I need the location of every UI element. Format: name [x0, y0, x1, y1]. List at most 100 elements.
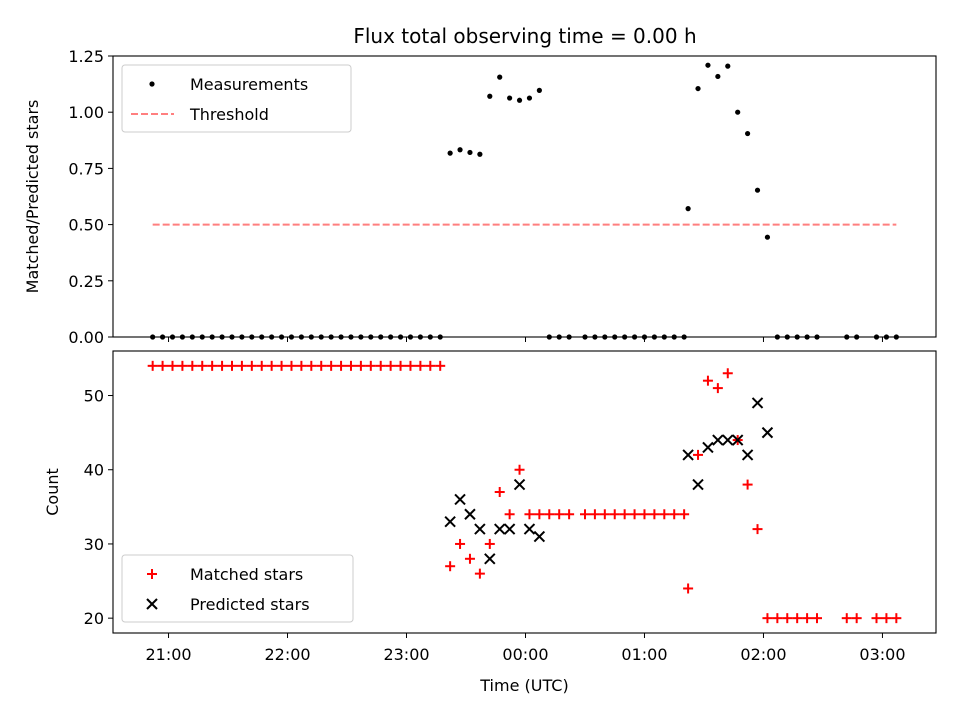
matched-star-point — [599, 509, 610, 520]
matched-star-point — [871, 613, 882, 624]
matched-star-point — [286, 360, 297, 371]
predicted-star-point — [494, 523, 506, 535]
bottom-panel: 20 30 40 50 21:00 22:00 23:00 00:00 01:00 02:00 03… — [43, 350, 937, 695]
measurement-point — [487, 93, 493, 99]
measurement-point — [467, 149, 473, 156]
top-y-tick-label: 0.50 — [68, 216, 104, 235]
x-tick-label: 01:00 — [621, 645, 667, 664]
matched-star-point — [455, 538, 466, 549]
top-legend-box — [121, 64, 352, 133]
matched-star-point — [802, 613, 813, 624]
matched-star-point — [742, 479, 753, 490]
bottom-data-layer — [147, 360, 902, 624]
predicted-star-point — [692, 478, 704, 491]
matched-star-point — [772, 613, 783, 624]
matched-star-point — [649, 509, 660, 520]
matched-star-point — [564, 509, 575, 520]
predicted-star-point — [712, 434, 724, 446]
measurement-point — [497, 74, 503, 80]
matched-star-point — [326, 360, 337, 371]
bottom-ticks: 20 30 40 50 21:00 22:00 23:00 00:00 01:00 02:00 03… — [84, 387, 906, 664]
legend-predicted-marker — [146, 598, 158, 610]
top-ticks: 0.00 0.25 0.50 0.75 1.00 1.25 — [68, 47, 883, 347]
matched-star-point — [494, 487, 505, 497]
matched-star-point — [276, 360, 287, 371]
matched-star-point — [891, 613, 902, 624]
matched-star-point — [177, 360, 188, 371]
bottom-legend-box — [121, 554, 354, 623]
measurement-point — [685, 206, 691, 212]
top-y-tick-label: 1.25 — [68, 47, 104, 66]
matched-star-point — [385, 360, 396, 371]
matched-star-point — [296, 360, 307, 371]
matched-star-point — [306, 360, 317, 371]
measurement-point — [695, 85, 701, 92]
matched-star-point — [659, 509, 670, 520]
top-legend: Measurements Threshold — [121, 64, 352, 133]
matched-star-point — [504, 509, 515, 520]
matched-star-point — [812, 613, 823, 624]
matched-star-point — [679, 509, 690, 520]
predicted-star-point — [523, 523, 536, 535]
matched-star-point — [246, 360, 257, 371]
measurement-point — [764, 234, 771, 240]
matched-star-point — [752, 524, 763, 535]
matched-star-point — [474, 568, 485, 579]
bottom-y-axis-label: Count — [43, 468, 62, 516]
matched-star-point — [514, 464, 525, 475]
x-tick-label: 03:00 — [859, 645, 905, 664]
matched-star-point — [405, 360, 416, 371]
predicted-star-point — [722, 434, 734, 446]
matched-star-point — [579, 509, 590, 520]
measurement-point — [754, 187, 761, 193]
matched-star-point — [534, 509, 545, 520]
measurement-point — [526, 95, 533, 101]
matched-star-point — [147, 360, 158, 371]
bottom-y-tick-label: 40 — [84, 461, 104, 480]
predicted-star-point — [513, 478, 526, 491]
x-tick-label: 21:00 — [145, 645, 191, 664]
measurement-point — [715, 73, 721, 80]
x-tick-label: 22:00 — [264, 645, 310, 664]
matched-star-point — [851, 613, 862, 624]
matched-star-point — [629, 509, 640, 520]
matched-star-point — [683, 583, 694, 594]
matched-star-point — [345, 360, 356, 371]
matched-star-point — [256, 360, 267, 371]
matched-star-point — [544, 509, 555, 520]
matched-star-point — [712, 383, 723, 394]
matched-star-point — [266, 360, 277, 371]
matched-star-point — [355, 360, 366, 371]
predicted-star-point — [503, 523, 516, 535]
matched-star-point — [217, 360, 228, 371]
bottom-y-tick-label: 50 — [84, 387, 104, 406]
matched-star-point — [619, 509, 630, 520]
top-axes-frame — [112, 55, 937, 338]
matched-star-point — [425, 360, 436, 371]
matched-star-point — [207, 360, 218, 371]
matched-star-point — [464, 553, 475, 564]
top-panel: Flux total observing time = 0.00 h 0.000… — [23, 24, 937, 347]
matched-star-point — [609, 509, 620, 520]
matched-star-point — [554, 509, 565, 520]
predicted-star-point — [682, 449, 694, 461]
legend-matched-glyph — [147, 569, 157, 579]
legend-matched-marker — [147, 569, 157, 579]
matched-star-point — [316, 360, 327, 371]
predicted-star-point — [444, 515, 456, 528]
x-tick-label: 02:00 — [740, 645, 786, 664]
matched-star-point — [375, 360, 386, 371]
matched-star-point — [782, 613, 793, 624]
matched-star-point — [881, 613, 892, 624]
matched-star-point — [365, 360, 376, 371]
matched-star-point — [435, 360, 446, 371]
matched-star-point — [197, 360, 208, 371]
matched-star-point — [187, 360, 198, 371]
predicted-star-point — [484, 553, 496, 565]
top-y-tick-label: 1.00 — [68, 103, 104, 122]
predicted-star-point — [464, 508, 476, 520]
predicted-star-point — [741, 449, 754, 461]
matched-star-point — [589, 509, 600, 520]
top-y-tick-label: 0.25 — [68, 272, 104, 291]
matched-star-point — [236, 360, 247, 371]
